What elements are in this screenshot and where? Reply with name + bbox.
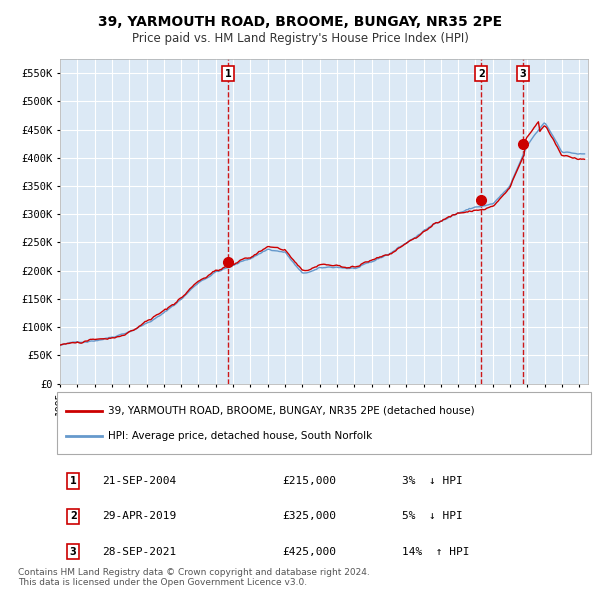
Text: 14%  ↑ HPI: 14% ↑ HPI [402, 547, 469, 556]
Text: 5%  ↓ HPI: 5% ↓ HPI [402, 512, 463, 521]
Text: £215,000: £215,000 [282, 476, 336, 486]
Text: 2: 2 [478, 68, 485, 78]
Text: 1: 1 [70, 476, 77, 486]
Text: 3%  ↓ HPI: 3% ↓ HPI [402, 476, 463, 486]
Text: £325,000: £325,000 [282, 512, 336, 521]
Text: Price paid vs. HM Land Registry's House Price Index (HPI): Price paid vs. HM Land Registry's House … [131, 32, 469, 45]
Text: 3: 3 [70, 547, 77, 556]
Text: 39, YARMOUTH ROAD, BROOME, BUNGAY, NR35 2PE: 39, YARMOUTH ROAD, BROOME, BUNGAY, NR35 … [98, 15, 502, 29]
Text: 2: 2 [70, 512, 77, 521]
Text: 29-APR-2019: 29-APR-2019 [102, 512, 176, 521]
Text: HPI: Average price, detached house, South Norfolk: HPI: Average price, detached house, Sout… [108, 431, 372, 441]
Text: 3: 3 [520, 68, 526, 78]
Text: 21-SEP-2004: 21-SEP-2004 [102, 476, 176, 486]
Text: Contains HM Land Registry data © Crown copyright and database right 2024.: Contains HM Land Registry data © Crown c… [18, 568, 370, 577]
Text: 28-SEP-2021: 28-SEP-2021 [102, 547, 176, 556]
Text: 1: 1 [225, 68, 232, 78]
Text: 39, YARMOUTH ROAD, BROOME, BUNGAY, NR35 2PE (detached house): 39, YARMOUTH ROAD, BROOME, BUNGAY, NR35 … [108, 406, 475, 416]
Text: This data is licensed under the Open Government Licence v3.0.: This data is licensed under the Open Gov… [18, 578, 307, 587]
Text: £425,000: £425,000 [282, 547, 336, 556]
